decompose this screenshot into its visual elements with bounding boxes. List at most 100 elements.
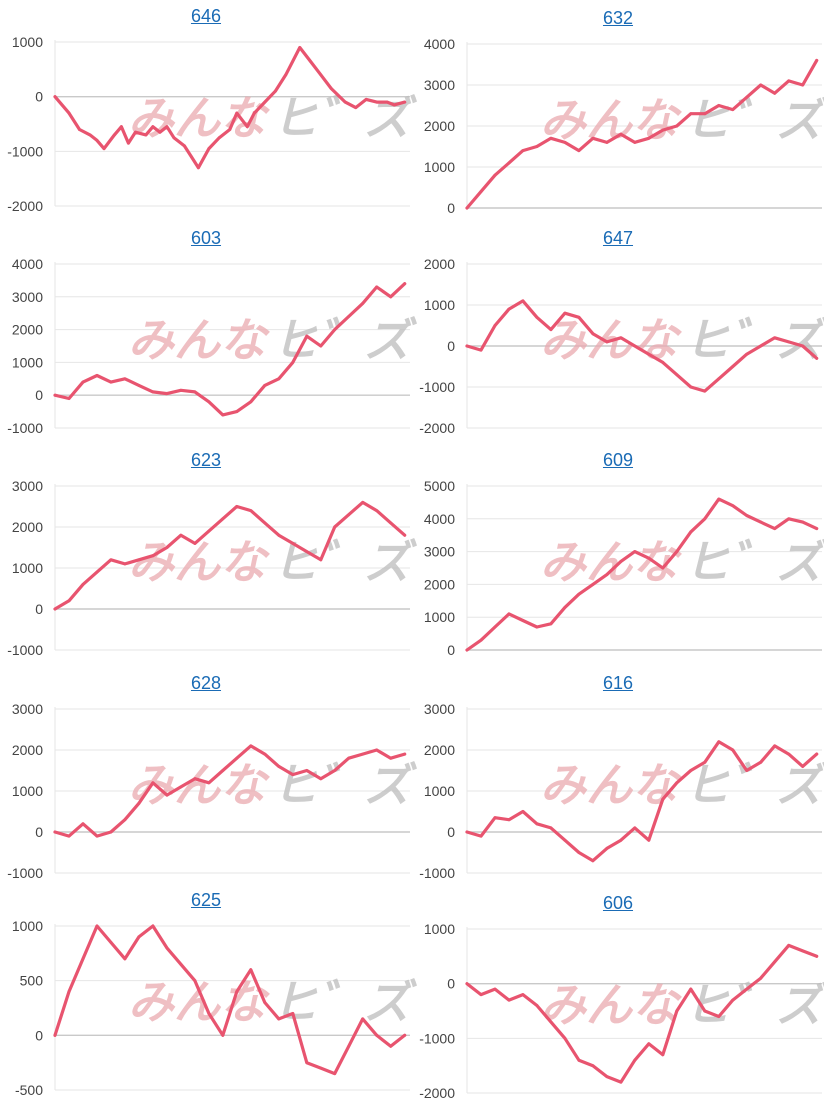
data-point (703, 389, 707, 393)
data-point (333, 525, 337, 529)
data-point (207, 1012, 211, 1015)
data-point (465, 344, 469, 348)
data-point (591, 136, 595, 140)
data-point (465, 206, 469, 210)
data-point (577, 315, 581, 319)
watermark-part1: みんな (540, 979, 682, 1031)
chart-panel: 625 1000 500 0 -500 みんな ヒ゛ズ (0, 890, 417, 1105)
chart-title-link[interactable]: 603 (190, 228, 222, 248)
data-point (165, 125, 169, 129)
chart-title-link[interactable]: 606 (602, 893, 634, 913)
data-point (53, 1033, 57, 1037)
data-point (703, 112, 707, 116)
data-point (277, 533, 281, 537)
data-point (179, 388, 183, 392)
y-tick-label: 0 (447, 976, 455, 992)
chart-title-link[interactable]: 647 (602, 228, 634, 248)
y-tick-label: 2000 (12, 742, 43, 758)
chart-title-link[interactable]: 623 (190, 450, 222, 470)
y-tick-label: 1000 (424, 609, 455, 625)
data-point (801, 344, 805, 348)
data-point (193, 390, 197, 394)
data-point (95, 139, 99, 142)
chart-panel: 609 5000 4000 3000 2000 1000 0 みんな ヒ゛ズ (412, 450, 824, 665)
data-point (392, 103, 396, 107)
data-point (521, 993, 525, 996)
data-point (361, 301, 365, 305)
line-chart: 4000 3000 2000 1000 0 -1000 みんな ヒ゛ズ (7, 256, 417, 436)
chart-title-link[interactable]: 628 (190, 673, 222, 693)
data-point (605, 847, 609, 850)
data-point (263, 752, 267, 756)
watermark: みんな ヒ゛ズ (128, 976, 417, 1028)
y-tick-label: 0 (35, 89, 43, 105)
data-point (263, 1001, 267, 1004)
data-point (109, 941, 113, 944)
data-point (619, 838, 623, 842)
data-point (151, 924, 155, 928)
series-line (465, 58, 819, 210)
data-point (319, 558, 323, 562)
data-point (745, 769, 749, 772)
data-point (549, 1020, 553, 1024)
data-point (773, 960, 777, 964)
data-point (535, 145, 539, 148)
series-line (53, 744, 407, 838)
data-point (196, 166, 200, 170)
line-chart: 1000 0 -1000 -2000 みんな ヒ゛ズ (419, 921, 824, 1101)
data-point (787, 340, 791, 344)
chart-title-link[interactable]: 625 (190, 890, 222, 910)
chart-title-link[interactable]: 616 (602, 673, 634, 693)
data-point (165, 392, 169, 395)
data-point (158, 130, 162, 134)
data-point (109, 380, 113, 384)
data-point (605, 1075, 609, 1078)
data-point (329, 87, 333, 90)
data-point (249, 744, 253, 748)
data-point (95, 570, 99, 574)
data-point (403, 752, 407, 756)
data-point (633, 141, 637, 144)
data-point (493, 324, 497, 327)
data-point (703, 517, 707, 521)
data-point (144, 133, 148, 137)
data-point (563, 838, 567, 842)
y-tick-label: 2000 (424, 118, 455, 134)
data-point (479, 638, 483, 642)
data-point (165, 946, 169, 950)
data-point (773, 336, 777, 340)
data-point (165, 546, 169, 549)
chart-title-link[interactable]: 609 (602, 450, 634, 470)
data-point (549, 328, 553, 331)
data-point (675, 781, 679, 785)
data-point (647, 352, 651, 356)
chart-title-link[interactable]: 646 (190, 6, 222, 26)
data-point (81, 583, 85, 586)
y-tick-label: -1000 (7, 642, 43, 658)
data-point (605, 141, 609, 144)
data-point (689, 385, 693, 389)
data-point (647, 136, 651, 140)
line-chart: 5000 4000 3000 2000 1000 0 みんな ヒ゛ズ (424, 478, 824, 658)
data-point (364, 98, 368, 101)
data-point (102, 147, 106, 151)
data-point (67, 599, 71, 603)
data-point (591, 332, 595, 336)
data-point (361, 1017, 365, 1021)
data-point (252, 111, 256, 115)
data-point (389, 1044, 393, 1048)
data-point (619, 1080, 623, 1084)
watermark-part1: みんな (128, 314, 270, 366)
data-point (207, 147, 211, 151)
data-point (221, 1033, 225, 1037)
data-point (647, 556, 651, 560)
y-tick-label: -2000 (419, 1085, 455, 1101)
data-point (182, 144, 186, 148)
data-point (661, 566, 665, 570)
y-tick-label: 1000 (424, 297, 455, 313)
chart-title-link[interactable]: 632 (602, 8, 634, 28)
data-point (675, 550, 679, 553)
data-point (591, 1064, 595, 1068)
